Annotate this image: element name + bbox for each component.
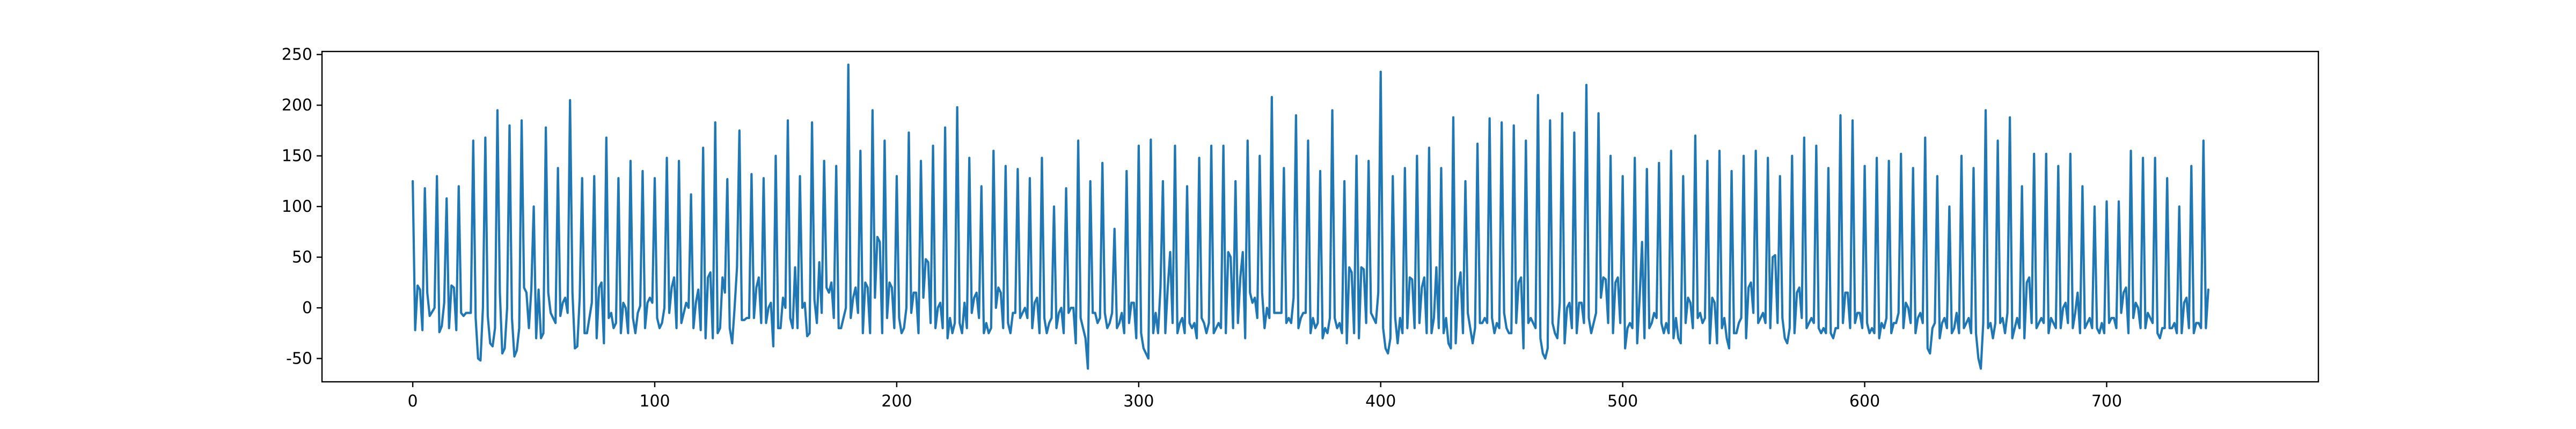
x-tick-label: 400: [1365, 392, 1396, 411]
y-tick-label: 150: [282, 147, 312, 166]
y-tick-label: 50: [292, 248, 312, 267]
y-tick-label: 200: [282, 96, 312, 115]
y-tick-label: 250: [282, 46, 312, 64]
x-tick-label: 700: [2091, 392, 2122, 411]
x-tick-label: 300: [1123, 392, 1154, 411]
x-tick-label: 500: [1607, 392, 1638, 411]
plot-frame: [321, 50, 2319, 383]
plot-area: [411, 63, 2209, 370]
x-tick-label: 100: [639, 392, 670, 411]
x-tick-label: 600: [1849, 392, 1880, 411]
y-tick-label: 100: [282, 197, 312, 216]
y-axis: -50 0 50 100 150 200 250: [282, 46, 322, 368]
x-tick-label: 0: [408, 392, 418, 411]
x-axis: 0 100 200 300 400 500 600 700: [408, 382, 2122, 411]
y-tick-label: 0: [302, 299, 312, 317]
series-line-0: [411, 63, 2209, 370]
x-tick-label: 200: [881, 392, 912, 411]
y-tick-label: -50: [286, 350, 312, 368]
